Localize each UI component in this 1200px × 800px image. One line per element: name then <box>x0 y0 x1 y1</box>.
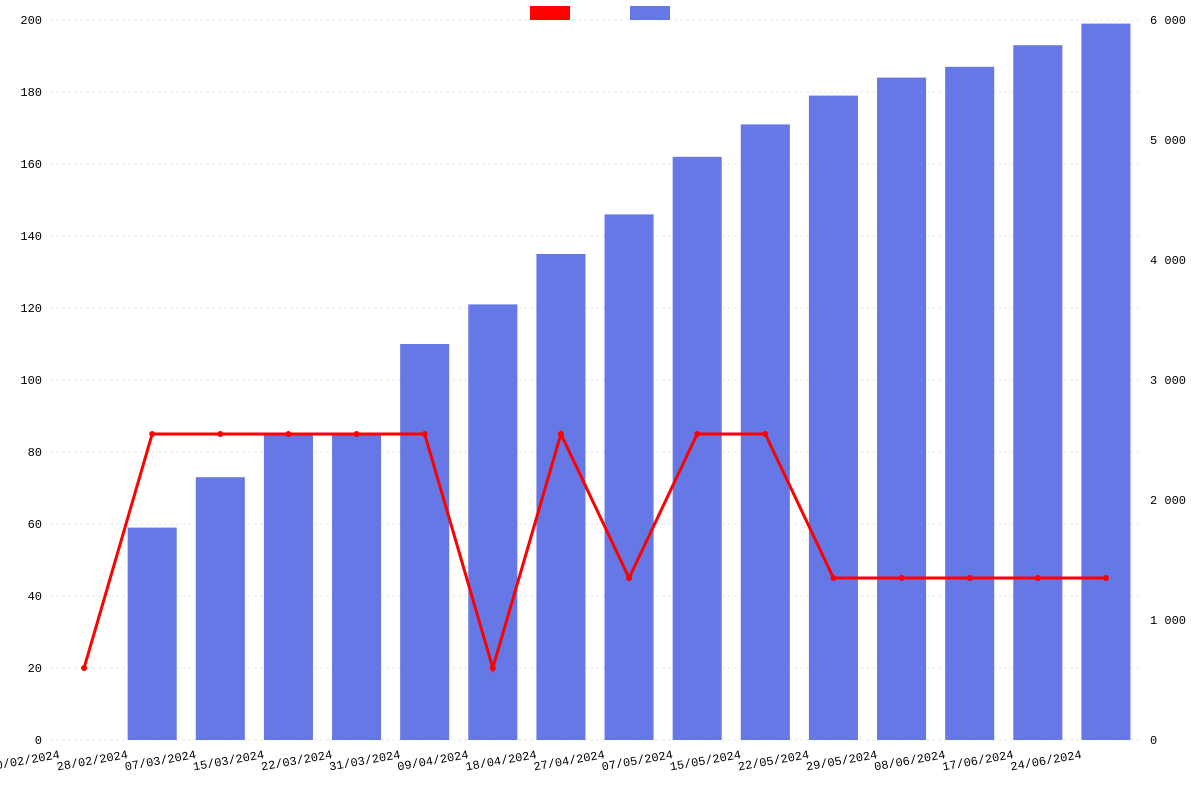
line-marker <box>626 575 632 581</box>
line-marker <box>490 665 496 671</box>
y-left-tick-label: 120 <box>20 302 42 316</box>
bar <box>332 434 381 740</box>
y-left-tick-label: 200 <box>20 14 42 28</box>
bar <box>1081 24 1130 740</box>
bar <box>400 344 449 740</box>
bar <box>877 78 926 740</box>
bar <box>605 214 654 740</box>
line-marker <box>81 665 87 671</box>
line-marker <box>422 431 428 437</box>
bar <box>1013 45 1062 740</box>
line-marker <box>354 431 360 437</box>
y-right-tick-label: 5 000 <box>1150 134 1186 148</box>
bar <box>809 96 858 740</box>
bar <box>128 528 177 740</box>
y-right-tick-label: 6 000 <box>1150 14 1186 28</box>
line-marker <box>762 431 768 437</box>
line-marker <box>217 431 223 437</box>
y-right-tick-label: 2 000 <box>1150 494 1186 508</box>
y-left-tick-label: 40 <box>28 590 42 604</box>
y-right-tick-label: 0 <box>1150 734 1157 748</box>
line-marker <box>1035 575 1041 581</box>
line-marker <box>967 575 973 581</box>
y-right-tick-label: 3 000 <box>1150 374 1186 388</box>
bar <box>945 67 994 740</box>
line-marker <box>285 431 291 437</box>
bar <box>196 477 245 740</box>
legend-swatch <box>630 6 670 20</box>
y-left-tick-label: 20 <box>28 662 42 676</box>
y-left-tick-label: 140 <box>20 230 42 244</box>
combo-chart: 0 20 40 60 80 100 120 140 160 180 200 0 1 000 2 000 3 … <box>0 0 1200 800</box>
line-marker <box>694 431 700 437</box>
y-left-tick-label: 80 <box>28 446 42 460</box>
line-marker <box>149 431 155 437</box>
y-left-tick-label: 160 <box>20 158 42 172</box>
line-marker <box>558 431 564 437</box>
y-left-tick-label: 0 <box>35 734 42 748</box>
line-marker <box>1103 575 1109 581</box>
bar <box>673 157 722 740</box>
legend-swatch <box>530 6 570 20</box>
y-left-tick-label: 100 <box>20 374 42 388</box>
y-left-tick-label: 60 <box>28 518 42 532</box>
y-right-tick-label: 4 000 <box>1150 254 1186 268</box>
bar <box>264 434 313 740</box>
y-left-tick-label: 180 <box>20 86 42 100</box>
line-marker <box>830 575 836 581</box>
chart-container: 0 20 40 60 80 100 120 140 160 180 200 0 1 000 2 000 3 … <box>0 0 1200 800</box>
bar <box>468 304 517 740</box>
line-marker <box>899 575 905 581</box>
y-right-tick-label: 1 000 <box>1150 614 1186 628</box>
